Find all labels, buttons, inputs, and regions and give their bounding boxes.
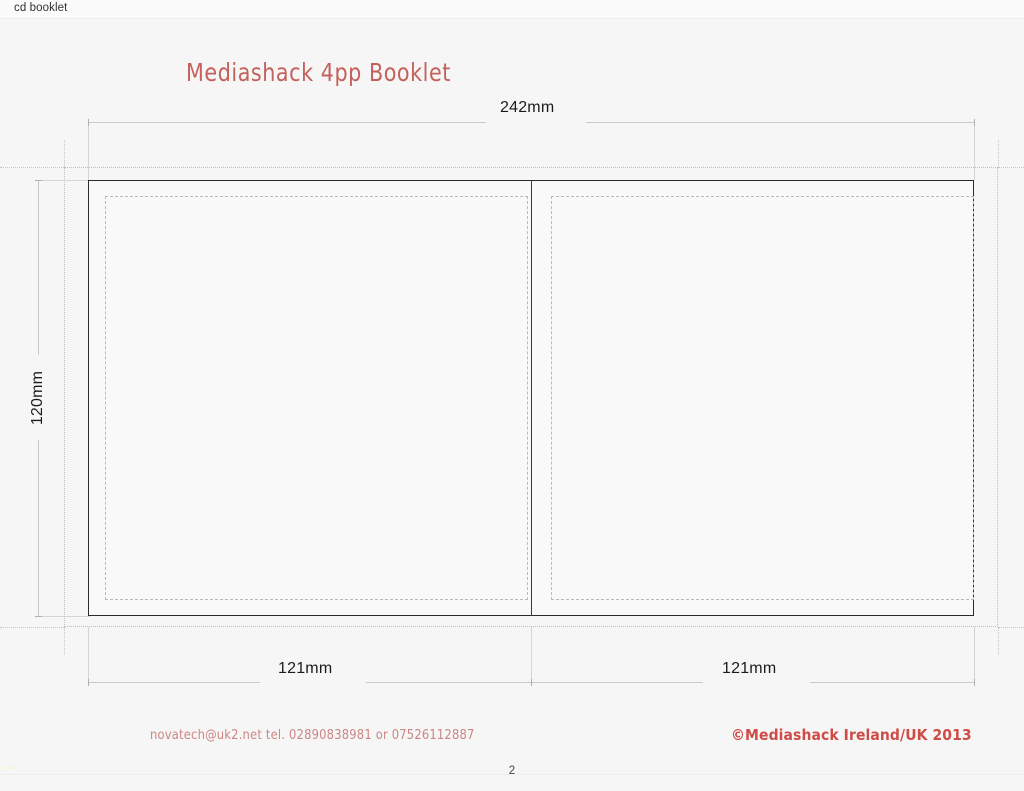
dimension-tick-right-top: [974, 119, 975, 126]
dimension-line-overall-width-left: [88, 122, 486, 123]
dimension-witness-left-top: [88, 122, 89, 180]
dimension-line-overall-height-top: [38, 180, 39, 355]
safety-margin-left-panel: [105, 196, 528, 600]
dimension-label-overall-height: 120mm: [29, 364, 48, 432]
contact-details-line: novatech@uk2.net tel. 02890838981 or 075…: [150, 727, 475, 743]
page-number-label: 2: [508, 765, 516, 777]
bleed-whisker-left-top: [0, 167, 64, 168]
dimension-line-overall-height-bottom: [38, 440, 39, 616]
bleed-whisker-top-left-vert: [64, 140, 65, 167]
dimension-label-overall-width: 242mm: [494, 99, 561, 117]
bleed-whisker-right-bottom: [998, 627, 1024, 628]
dimension-witness-bottom-right-edge: [974, 627, 975, 683]
dimension-line-right-panel-b: [810, 682, 974, 683]
dimension-tick-left-top: [88, 119, 89, 126]
dimension-line-left-panel-a: [88, 682, 260, 683]
artwork-title: Mediashack 4pp Booklet: [186, 58, 451, 87]
bleed-boundary-box: [64, 167, 998, 627]
dimension-label-left-panel-width: 121mm: [272, 660, 339, 678]
dimension-tick-bottom-right-edge: [974, 679, 975, 686]
dimension-line-left-panel-b: [366, 682, 531, 683]
watermark-text: [8, 767, 14, 769]
safety-margin-right-panel: [551, 196, 974, 600]
dimension-line-right-panel-a: [531, 682, 703, 683]
bleed-whisker-right-top: [998, 167, 1024, 168]
bleed-whisker-bottom-left-vert: [64, 627, 65, 655]
document-name-label: cd booklet: [14, 2, 68, 14]
bleed-whisker-bottom-right-vert: [998, 627, 999, 655]
dimension-line-overall-width-right: [586, 122, 974, 123]
dimension-witness-bottom-left-edge: [88, 627, 89, 683]
dimension-tick-top-left: [35, 180, 42, 181]
bleed-whisker-left-bottom: [0, 627, 64, 628]
dimension-tick-bottom-left: [35, 616, 42, 617]
dimension-witness-bottom-centre: [531, 627, 532, 683]
dimension-witness-right-top: [974, 122, 975, 180]
centre-fold-line: [531, 180, 532, 616]
copyright-line: ©Mediashack Ireland/UK 2013: [731, 726, 972, 744]
dimension-label-right-panel-width: 121mm: [716, 660, 783, 678]
dimension-tick-bottom-centre: [531, 679, 532, 686]
header-strip: cd booklet: [0, 0, 1024, 18]
dimension-tick-bottom-left-edge: [88, 679, 89, 686]
bleed-whisker-top-right-vert: [998, 140, 999, 167]
